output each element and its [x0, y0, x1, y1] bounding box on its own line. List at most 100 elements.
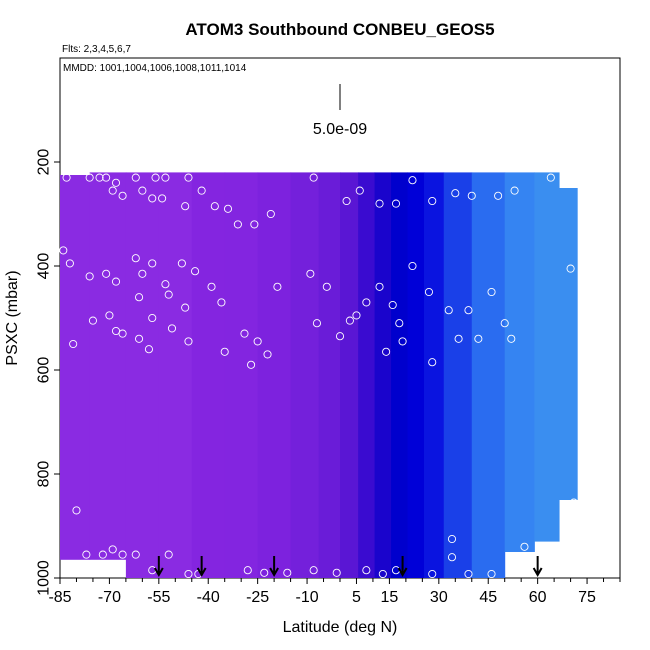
- x-tick-label: -85: [48, 589, 71, 606]
- data-point: [395, 319, 404, 328]
- heatmap-cell: [224, 172, 259, 578]
- x-tick-label: 45: [479, 589, 497, 606]
- data-point: [138, 186, 147, 195]
- data-point: [184, 569, 193, 579]
- data-point: [454, 334, 463, 343]
- heatmap-cell: [158, 172, 193, 578]
- data-point: [240, 329, 249, 338]
- data-point: [322, 282, 331, 291]
- heatmap-cell: [340, 172, 359, 578]
- data-point: [345, 316, 354, 325]
- data-point: [158, 194, 167, 203]
- data-point: [447, 553, 457, 562]
- x-tick-label: -25: [246, 589, 269, 606]
- data-point: [144, 345, 153, 354]
- heatmap-cell: [191, 172, 226, 578]
- data-point: [253, 337, 262, 346]
- data-point: [494, 191, 503, 200]
- data-point: [391, 199, 401, 208]
- flight-arrow: [196, 556, 207, 578]
- data-point: [181, 303, 190, 312]
- data-point: [487, 287, 496, 297]
- flight-arrow: [269, 556, 279, 578]
- heatmap-cell: [60, 175, 91, 560]
- flights-note: Flts: 2,3,4,5,6,7: [62, 44, 131, 55]
- data-point: [65, 259, 74, 268]
- data-point: [520, 542, 529, 551]
- data-point: [164, 550, 173, 559]
- data-point: [507, 334, 516, 343]
- data-point: [111, 277, 121, 286]
- data-point: [428, 196, 437, 206]
- data-point: [266, 209, 275, 219]
- data-point: [447, 534, 457, 544]
- x-tick-label: -55: [147, 589, 170, 606]
- x-tick-label: 75: [578, 589, 596, 606]
- data-point: [332, 568, 341, 577]
- data-point: [59, 246, 68, 255]
- flight-arrow: [153, 556, 164, 578]
- data-point: [260, 568, 269, 577]
- data-point: [444, 306, 453, 315]
- data-point: [118, 550, 127, 559]
- data-point: [424, 287, 433, 297]
- data-point: [131, 152, 140, 161]
- data-point: [131, 550, 140, 559]
- x-tick-label: 15: [381, 589, 399, 606]
- x-tick-label: -70: [98, 589, 121, 606]
- data-point: [85, 173, 94, 182]
- data-point: [131, 173, 140, 182]
- y-axis-label: PSXC (mbar): [4, 270, 21, 365]
- y-tick-label: 400: [36, 253, 53, 280]
- heatmap-cell: [443, 172, 473, 578]
- data-point: [309, 173, 318, 182]
- data-point: [197, 186, 206, 195]
- data-point: [105, 311, 114, 320]
- x-axis: -85 -70 -55 -40 -25 -10 5 15 30 45 60 75: [48, 578, 621, 606]
- data-point: [217, 298, 226, 307]
- heatmap-cell: [534, 172, 560, 542]
- heatmap-cell: [391, 172, 409, 578]
- data-point: [309, 566, 318, 575]
- data-point: [62, 173, 71, 182]
- data-point: [273, 282, 282, 291]
- data-point: [177, 259, 186, 268]
- data-point: [138, 269, 147, 278]
- data-point: [210, 202, 219, 211]
- data-point: [375, 282, 384, 291]
- heatmap-cell: [125, 172, 160, 578]
- data-point: [148, 259, 157, 268]
- data-point: [191, 267, 200, 276]
- data-point: [135, 293, 144, 302]
- data-point: [388, 300, 397, 310]
- data-point: [72, 506, 81, 515]
- scale-label: 5.0e-09: [313, 121, 367, 138]
- data-point: [148, 313, 157, 323]
- heatmap-cell: [374, 172, 392, 578]
- data-point: [85, 272, 94, 281]
- data-point: [131, 254, 140, 263]
- heatmap-cell: [318, 172, 341, 578]
- y-tick-label: 800: [36, 461, 53, 488]
- x-axis-label: Latitude (deg N): [283, 619, 398, 636]
- data-point: [82, 550, 91, 559]
- y-tick-label: 200: [36, 149, 53, 176]
- x-tick-label: 60: [529, 589, 547, 606]
- data-point: [151, 173, 160, 182]
- data-point: [161, 280, 170, 289]
- heatmap-cell: [471, 172, 506, 578]
- data-point: [108, 186, 117, 195]
- data-point: [487, 569, 496, 579]
- data-point: [98, 550, 107, 559]
- data-point: [451, 189, 460, 198]
- data-point: [118, 191, 127, 200]
- data-point: [148, 155, 157, 164]
- data-point: [135, 334, 144, 343]
- data-point: [428, 569, 437, 579]
- data-point: [398, 337, 407, 346]
- data-point: [233, 220, 242, 229]
- y-tick-label: 1000: [36, 560, 53, 596]
- data-point: [464, 569, 473, 579]
- data-point: [102, 173, 111, 182]
